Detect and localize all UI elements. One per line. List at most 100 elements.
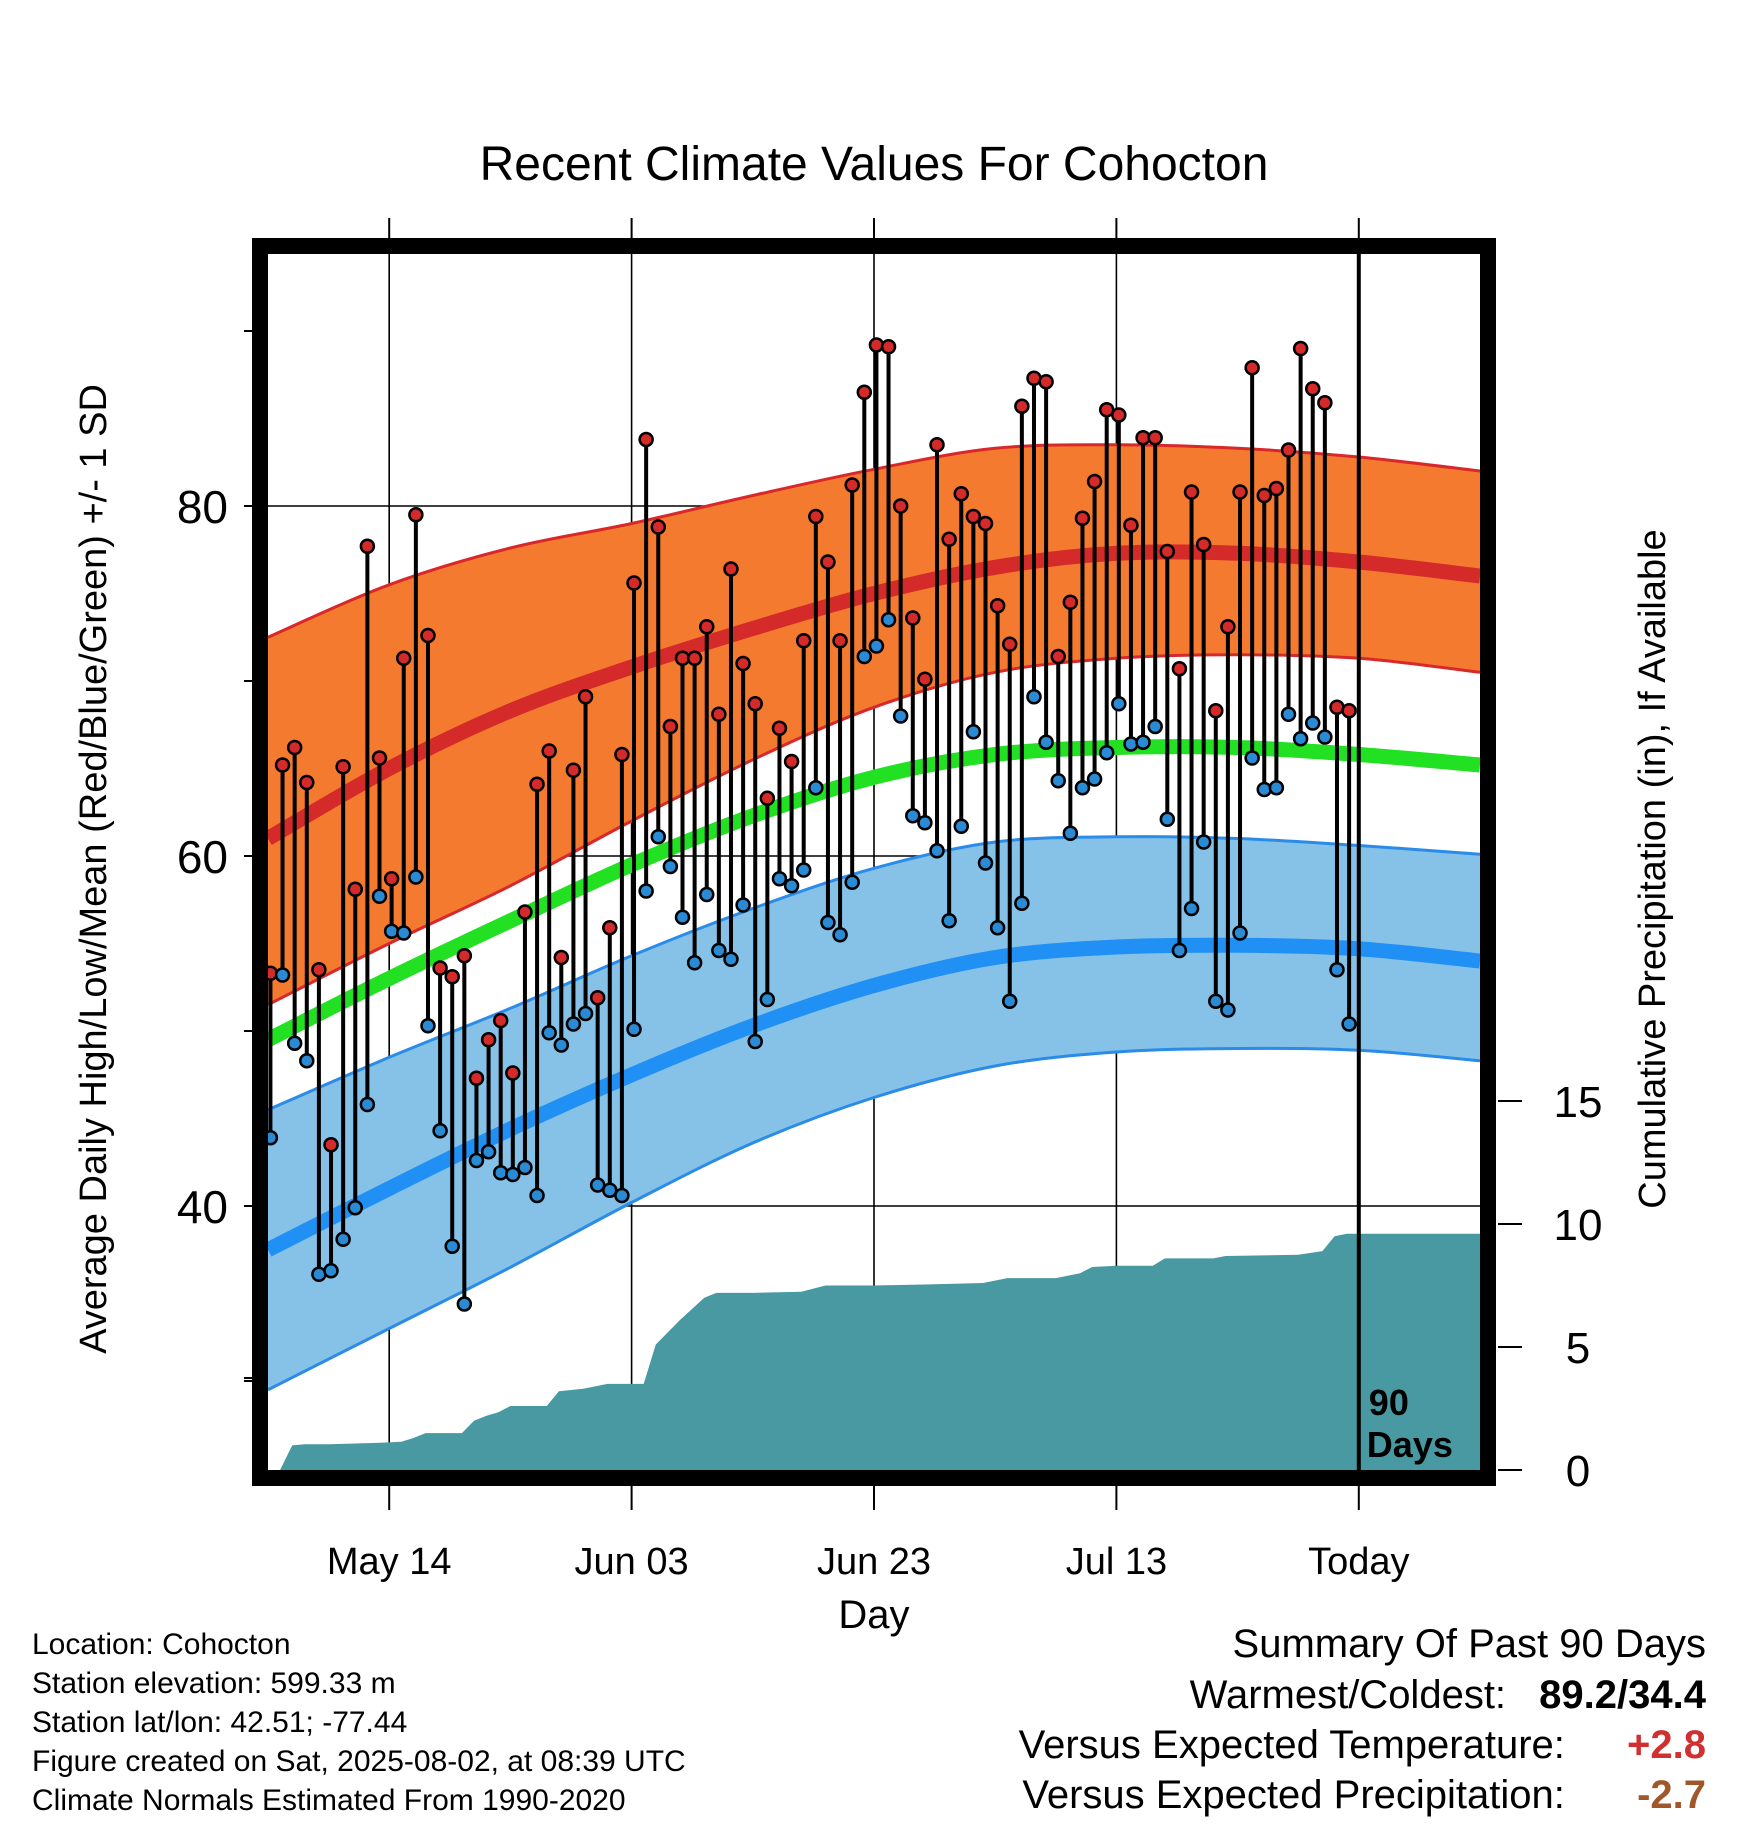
daily-high-point — [626, 575, 642, 591]
daily-low-point — [1111, 696, 1127, 712]
daily-low-point — [989, 920, 1006, 936]
daily-high-point — [359, 538, 376, 554]
daily-low-point — [383, 923, 400, 939]
daily-low-point — [577, 1005, 594, 1022]
daily-high-point — [589, 990, 606, 1006]
daily-high-point — [541, 743, 557, 759]
x-tick-label: Today — [1308, 1541, 1409, 1583]
daily-low-point — [1292, 731, 1309, 747]
daily-low-point — [941, 913, 957, 929]
daily-low-point — [1014, 895, 1030, 911]
daily-high-point — [795, 633, 812, 649]
daily-high-point — [650, 519, 667, 535]
temp-departure-row: Versus Expected Temperature: +2.8 — [1019, 1720, 1706, 1770]
daily-low-point — [517, 1159, 533, 1176]
daily-high-point — [808, 508, 824, 525]
daily-high-point — [686, 650, 703, 666]
temp-departure-value: +2.8 — [1627, 1723, 1706, 1767]
daily-high-point — [1159, 543, 1176, 560]
daily-high-point — [299, 774, 315, 791]
temp-departure-label: Versus Expected Temperature: — [1018, 1723, 1565, 1767]
daily-high-point — [989, 598, 1006, 614]
daily-low-point — [917, 815, 933, 831]
daily-low-point — [274, 967, 291, 983]
daily-high-point — [408, 507, 424, 523]
daily-low-point — [844, 874, 860, 890]
daily-high-point — [1062, 594, 1079, 610]
summary-panel: Summary Of Past 90 Days Warmest/Coldest:… — [1019, 1618, 1706, 1820]
axes: May 14 Jun 03 Jun 23 Jul 13 Today 40 60 80 0 5 10 1… — [177, 218, 1603, 1583]
y2-axis-label: Cumulative Precipitation (in), If Availa… — [1632, 529, 1674, 1208]
daily-high-point — [917, 671, 933, 687]
daily-high-point — [941, 531, 957, 547]
daily-high-point — [492, 1012, 509, 1029]
daily-high-point — [759, 790, 776, 806]
daily-high-point — [977, 515, 994, 532]
warmest-coldest-label: Warmest/Coldest: — [1189, 1673, 1507, 1717]
daily-high-point — [468, 1070, 485, 1086]
daily-low-point — [747, 1033, 763, 1050]
elevation-text: Station elevation: 599.33 m — [32, 1667, 396, 1700]
warmest-coldest-value: 89.2/34.4 — [1539, 1673, 1706, 1717]
daily-high-point — [1050, 648, 1066, 665]
x-axis-label: Day — [838, 1593, 909, 1637]
warmest-coldest-row: Warmest/Coldest: 89.2/34.4 — [1019, 1670, 1706, 1720]
daily-high-point — [505, 1065, 521, 1081]
daily-low-point — [268, 1130, 279, 1146]
daily-low-point — [1280, 706, 1297, 722]
normal-low-band — [268, 836, 1480, 1390]
daily-high-point — [711, 706, 727, 722]
daily-high-point — [311, 962, 327, 978]
daily-low-point — [1074, 780, 1091, 796]
daily-high-point — [1147, 430, 1163, 446]
y2-tick-label: 10 — [1554, 1201, 1603, 1250]
daily-low-point — [965, 724, 982, 740]
today-days-label-2: Days — [1367, 1424, 1453, 1465]
normal-low-upper-line — [268, 835, 1480, 1112]
daily-high-point — [965, 508, 982, 525]
daily-high-point — [383, 871, 400, 887]
daily-low-point — [771, 871, 788, 887]
daily-low-point — [1256, 781, 1273, 798]
y2-tick-label: 15 — [1554, 1078, 1603, 1127]
x-tick-label: Jun 03 — [575, 1541, 689, 1583]
daily-low-point — [686, 955, 703, 971]
daily-low-point — [420, 1018, 436, 1034]
daily-low-point — [698, 886, 715, 903]
daily-low-point — [468, 1152, 485, 1169]
daily-low-point — [977, 855, 994, 871]
daily-high-point — [1195, 536, 1212, 553]
daily-high-point — [371, 750, 388, 766]
daily-low-point — [674, 909, 691, 925]
daily-low-point — [1086, 771, 1103, 787]
daily-low-point — [892, 708, 909, 724]
daily-high-point — [456, 948, 473, 964]
y2-tick-label: 5 — [1566, 1324, 1590, 1373]
daily-high-point — [735, 655, 751, 672]
chart-title: Recent Climate Values For Cohocton — [480, 138, 1269, 191]
daily-high-point — [929, 437, 945, 453]
daily-high-point — [856, 384, 873, 400]
daily-high-point — [1014, 398, 1030, 414]
daily-high-point — [444, 969, 460, 985]
daily-low-point — [1159, 811, 1176, 827]
daily-low-point — [371, 888, 388, 904]
daily-high-point — [771, 720, 788, 736]
daily-high-point — [820, 554, 836, 570]
daily-low-point — [711, 942, 727, 959]
daily-low-point — [492, 1165, 509, 1181]
daily-high-point — [892, 498, 909, 514]
daily-low-point — [408, 869, 424, 885]
precip-departure-label: Versus Expected Precipitation: — [1022, 1773, 1565, 1817]
daily-high-point — [1038, 374, 1054, 390]
daily-high-point — [868, 337, 885, 353]
normal-low-line — [268, 937, 1480, 1257]
precip-departure-value: -2.7 — [1637, 1773, 1706, 1817]
daily-low-point — [1304, 715, 1321, 731]
daily-low-point — [1195, 834, 1212, 850]
daily-low-point — [1268, 780, 1285, 796]
daily-high-point — [905, 610, 921, 626]
daily-low-point — [359, 1096, 376, 1113]
daily-high-point — [553, 949, 570, 966]
